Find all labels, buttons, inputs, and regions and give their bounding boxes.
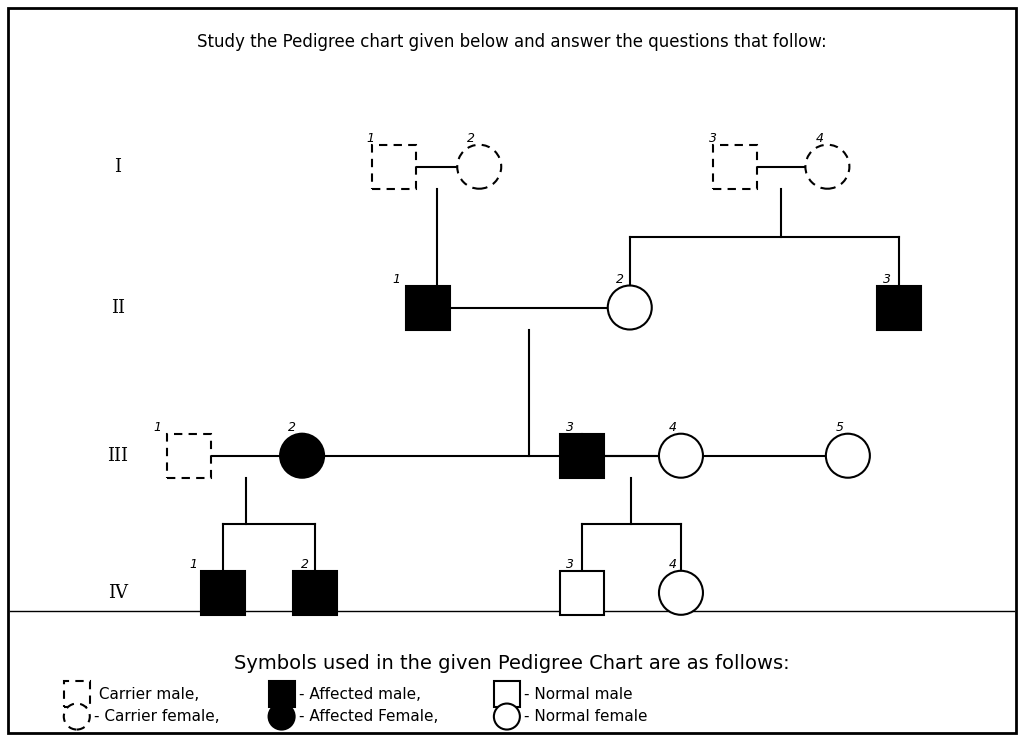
Circle shape xyxy=(806,144,849,189)
Circle shape xyxy=(659,433,702,478)
Circle shape xyxy=(281,433,324,478)
Text: Symbols used in the given Pedigree Chart are as follows:: Symbols used in the given Pedigree Chart… xyxy=(234,654,790,673)
Text: 1: 1 xyxy=(392,273,400,285)
Circle shape xyxy=(826,433,869,478)
Text: 2: 2 xyxy=(288,421,296,433)
Text: 3: 3 xyxy=(565,421,573,433)
FancyBboxPatch shape xyxy=(407,285,450,330)
FancyBboxPatch shape xyxy=(168,433,211,478)
FancyBboxPatch shape xyxy=(268,681,295,708)
Text: - Affected Female,: - Affected Female, xyxy=(299,709,438,724)
FancyBboxPatch shape xyxy=(714,144,757,189)
Text: IV: IV xyxy=(108,584,128,602)
Text: 4: 4 xyxy=(815,132,823,144)
Circle shape xyxy=(494,703,520,730)
Text: 4: 4 xyxy=(669,421,677,433)
Text: 5: 5 xyxy=(836,421,844,433)
Circle shape xyxy=(458,144,501,189)
FancyBboxPatch shape xyxy=(202,571,245,615)
Text: II: II xyxy=(111,299,125,316)
Text: 1: 1 xyxy=(367,132,374,144)
FancyBboxPatch shape xyxy=(63,681,90,708)
FancyBboxPatch shape xyxy=(560,433,603,478)
Text: III: III xyxy=(108,447,128,465)
Text: I: I xyxy=(115,158,121,176)
Text: 3: 3 xyxy=(565,558,573,571)
Text: Carrier male,: Carrier male, xyxy=(94,687,199,702)
Circle shape xyxy=(268,703,295,730)
Circle shape xyxy=(63,703,90,730)
Circle shape xyxy=(608,285,651,330)
Text: 1: 1 xyxy=(189,558,198,571)
Text: 1: 1 xyxy=(154,421,162,433)
Text: - Affected male,: - Affected male, xyxy=(299,687,421,702)
Text: 2: 2 xyxy=(301,558,309,571)
Text: - Normal male: - Normal male xyxy=(524,687,633,702)
Text: 3: 3 xyxy=(710,132,717,144)
FancyBboxPatch shape xyxy=(373,144,416,189)
Text: 2: 2 xyxy=(467,132,475,144)
FancyBboxPatch shape xyxy=(878,285,921,330)
Circle shape xyxy=(659,571,702,615)
FancyBboxPatch shape xyxy=(294,571,337,615)
Text: Study the Pedigree chart given below and answer the questions that follow:: Study the Pedigree chart given below and… xyxy=(198,33,826,51)
Text: 4: 4 xyxy=(669,558,677,571)
Text: 2: 2 xyxy=(615,273,624,285)
Text: - Normal female: - Normal female xyxy=(524,709,647,724)
FancyBboxPatch shape xyxy=(494,681,520,708)
FancyBboxPatch shape xyxy=(560,571,603,615)
Text: 3: 3 xyxy=(883,273,891,285)
Text: - Carrier female,: - Carrier female, xyxy=(94,709,219,724)
